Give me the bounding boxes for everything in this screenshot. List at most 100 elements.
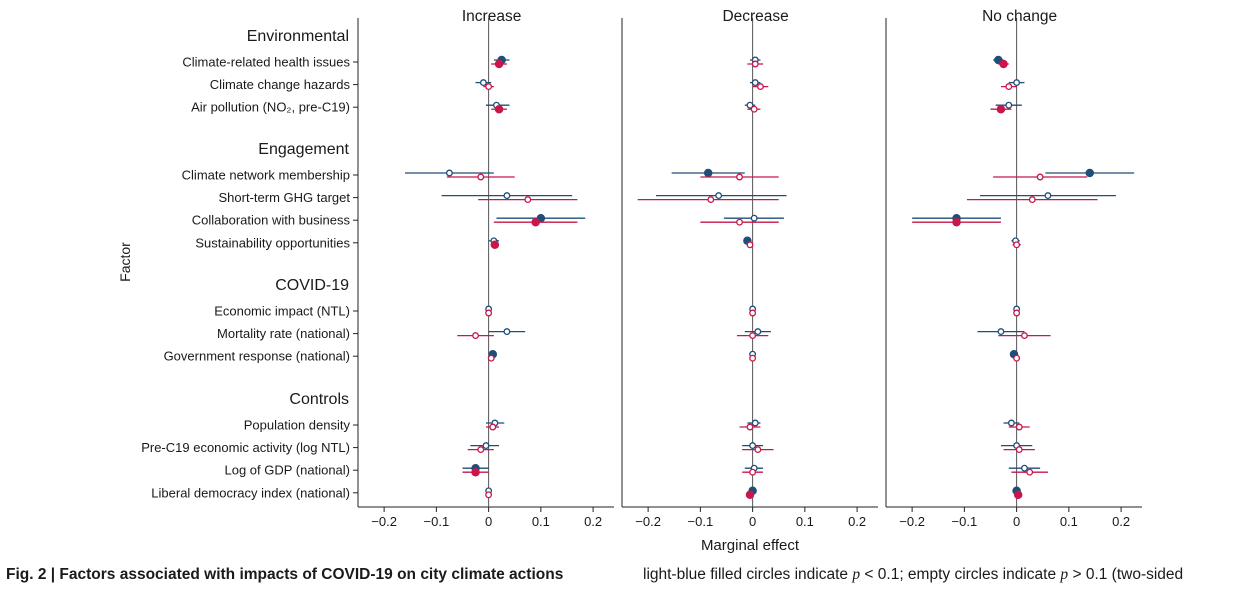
factor-label: Economic impact (NTL) [214,304,350,319]
point-estimate [503,328,511,336]
x-tick-label: −0.2 [635,514,661,529]
point-estimate [477,446,485,454]
point-estimate [1013,354,1021,362]
point-estimate [1044,192,1052,200]
x-tick-label: 0.2 [1112,514,1130,529]
point-estimate [749,468,757,476]
point-estimate [756,83,764,91]
point-estimate [471,467,480,477]
point-estimate [494,59,504,69]
x-tick-label: 0.2 [848,514,866,529]
factor-label: Government response (national) [164,349,350,364]
point-estimate [1013,309,1021,317]
point-estimate [485,491,493,499]
panel-title-decrease: Decrease [722,8,788,25]
point-estimate [999,59,1008,69]
point-estimate [703,168,713,178]
point-estimate [494,104,504,114]
x-tick-label: 0 [485,514,492,529]
point-estimate [750,105,758,113]
point-estimate [1020,464,1028,472]
factor-label: Air pollution (NO₂, pre-C19) [191,100,350,115]
figure-caption-title: Fig. 2 | Factors associated with impacts… [6,566,564,583]
point-estimate [997,328,1005,336]
factor-label: Climate network membership [182,168,350,183]
caption-p-symbol-1: p [852,566,861,583]
point-estimate [1013,79,1021,87]
point-estimate [746,101,754,109]
x-tick-label: −0.2 [371,514,397,529]
point-estimate [1085,168,1095,178]
point-estimate [489,423,497,431]
point-estimate [445,169,453,177]
point-estimate [746,423,754,431]
point-estimate [1026,468,1034,476]
x-tick-label: 0 [1013,514,1020,529]
caption-note-text-2: < 0.1; empty circles indicate [860,566,1061,583]
point-estimate [531,217,540,227]
point-estimate [707,196,715,204]
y-axis-label: Factor [117,242,133,282]
point-estimate [1005,101,1013,109]
group-heading-controls: Controls [289,391,349,408]
point-estimate [736,218,744,226]
figure-caption-note: light-blue filled circles indicate p < 0… [643,566,1183,584]
caption-p-symbol-2: p [1060,566,1069,583]
point-estimate [749,332,757,340]
point-estimate [1015,446,1023,454]
x-tick-label: −0.1 [424,514,450,529]
point-estimate [482,442,490,450]
factor-label: Mortality rate (national) [217,326,350,341]
point-estimate [1005,83,1013,91]
x-tick-label: 0.1 [532,514,550,529]
point-estimate [751,79,759,87]
point-estimate [524,196,532,204]
point-estimate [750,214,758,222]
point-estimate [996,104,1006,114]
point-estimate [749,442,757,450]
point-estimate [487,354,495,362]
point-estimate [1028,196,1036,204]
point-estimate [736,173,744,181]
factor-label: Population density [244,418,351,433]
group-heading-environmental: Environmental [247,28,349,45]
point-estimate [1015,423,1023,431]
x-tick-label: 0.2 [584,514,602,529]
factor-label: Collaboration with business [192,213,351,228]
point-estimate [479,79,487,87]
factor-label: Liberal democracy index (national) [151,485,350,500]
point-estimate [503,192,511,200]
point-estimate [485,83,493,91]
point-estimate [1013,241,1021,249]
point-estimate [749,309,757,317]
x-tick-label: −0.1 [688,514,714,529]
point-estimate [1020,332,1028,340]
panel-title-no-change: No change [982,8,1057,25]
point-estimate [715,192,723,200]
point-estimate [485,309,493,317]
factor-label: Sustainability opportunities [195,235,350,250]
point-estimate [1007,419,1015,427]
x-tick-label: 0 [749,514,756,529]
point-estimate [754,446,762,454]
group-heading-engagement: Engagement [258,141,349,158]
factor-label: Pre-C19 economic activity (log NTL) [141,440,350,455]
point-estimate [1036,173,1044,181]
point-estimate [746,241,754,249]
x-axis-label: Marginal effect [701,537,800,554]
panel-title-increase: Increase [462,8,521,25]
x-tick-label: −0.1 [952,514,978,529]
factor-label: Climate change hazards [210,77,351,92]
factor-label: Log of GDP (national) [225,463,351,478]
point-estimate [751,419,759,427]
point-estimate [472,332,480,340]
point-estimate [952,217,961,227]
forest-plot: Environmental Climate-related health issu… [117,8,1142,554]
group-heading-covid-19: COVID-19 [275,277,349,294]
point-estimate [749,354,757,362]
x-tick-label: 0.1 [1060,514,1078,529]
point-estimate [490,240,500,250]
point-estimate [477,173,485,181]
x-tick-label: 0.1 [796,514,814,529]
point-estimate [1013,490,1023,500]
